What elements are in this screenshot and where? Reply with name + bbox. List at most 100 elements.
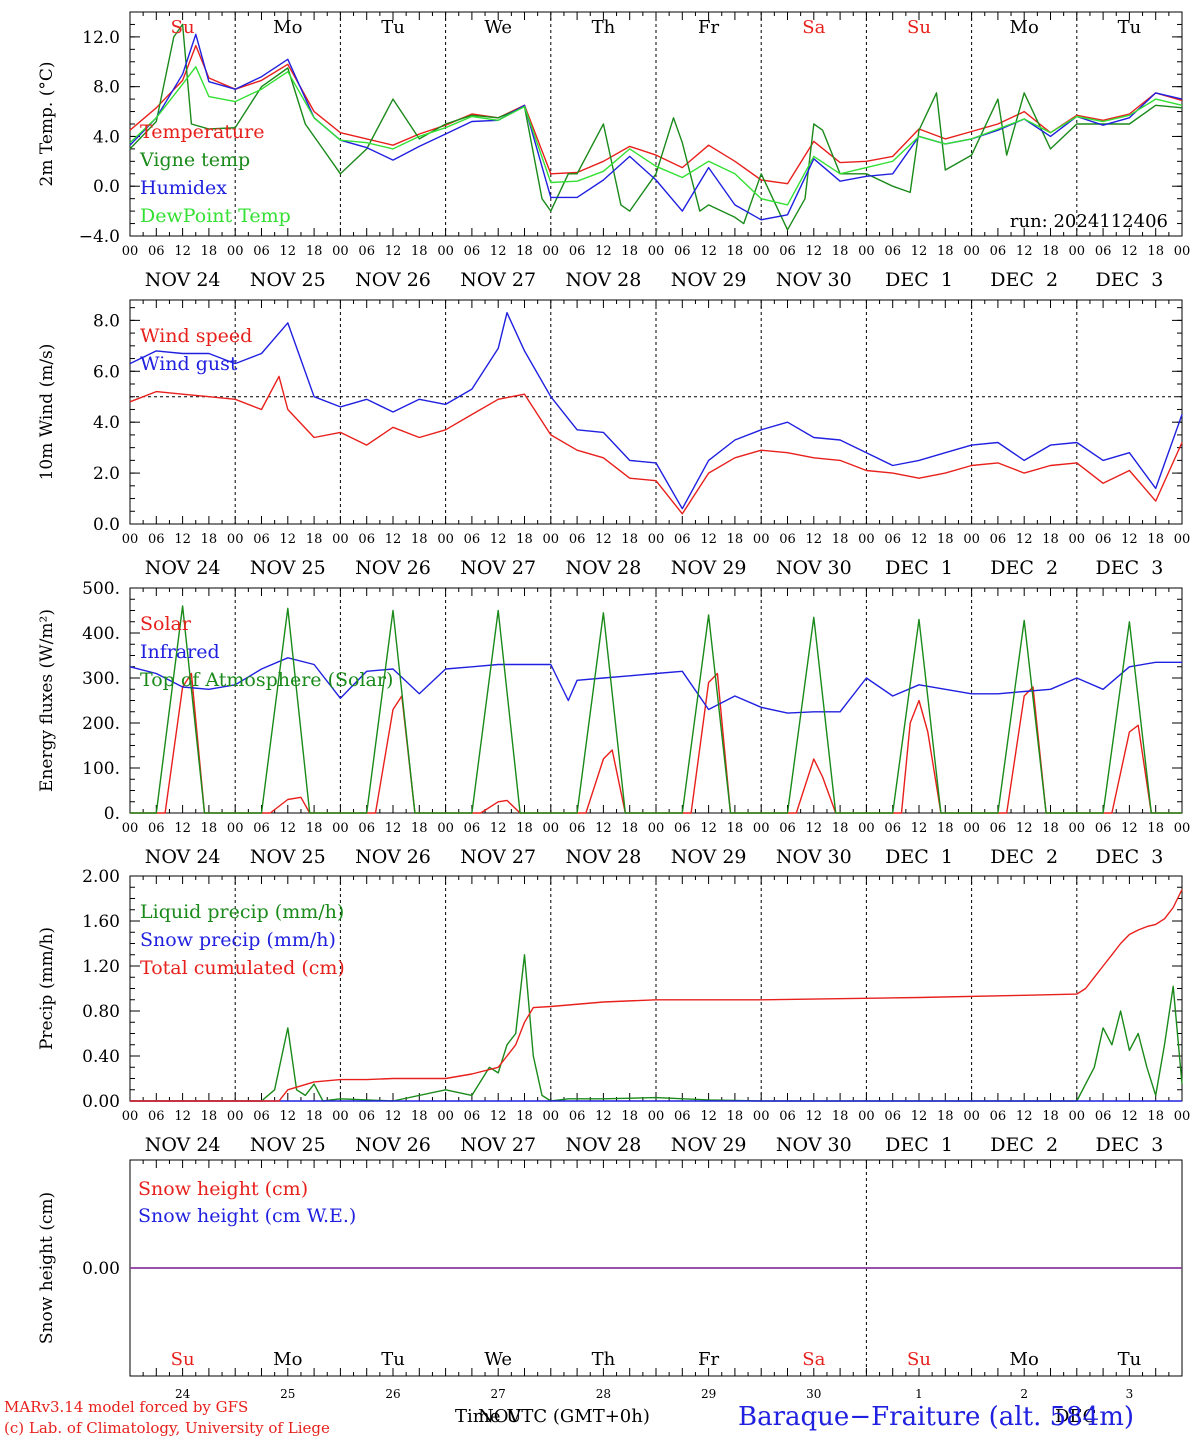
hour-tick-label: 00 [227,1109,244,1124]
date-label: NOV 24 [145,269,221,291]
y-tick-label: 1.20 [82,957,120,977]
hour-tick-label: 06 [1095,821,1112,836]
hour-tick-label: 12 [806,1109,823,1124]
hour-tick-label: 00 [1174,821,1191,836]
weekday-label: Su [171,17,195,38]
hour-tick-label: 06 [990,244,1007,259]
hour-tick-label: 18 [621,532,638,547]
day-number-label: 26 [385,1387,400,1401]
month-label-dec: DEC [1055,1406,1097,1427]
hour-tick-label: 12 [700,244,717,259]
hour-tick-label: 06 [148,244,165,259]
date-label: NOV 28 [565,846,641,868]
legend-entry: Snow height (cm) [138,1178,308,1200]
hour-tick-label: 06 [569,821,586,836]
hour-tick-label: 18 [937,821,954,836]
hour-tick-label: 18 [621,821,638,836]
date-label: NOV 29 [671,846,747,868]
hour-tick-label: 12 [490,532,507,547]
hour-tick-label: 06 [1095,244,1112,259]
legend-entry: Wind speed [140,325,252,347]
date-label: NOV 27 [460,1134,536,1156]
hour-tick-label: 18 [201,821,218,836]
hour-tick-label: 18 [516,1109,533,1124]
hour-tick-label: 00 [648,244,665,259]
hour-tick-label: 18 [201,1109,218,1124]
hour-tick-label: 12 [700,821,717,836]
hour-tick-label: 00 [753,244,770,259]
hour-tick-label: 06 [253,244,270,259]
hour-tick-label: 18 [1147,244,1164,259]
hour-tick-label: 18 [1042,1109,1059,1124]
hour-tick-label: 00 [227,532,244,547]
hour-tick-label: 12 [385,821,402,836]
y-tick-label: 0.40 [82,1047,120,1067]
date-label: DEC 1 [885,557,953,579]
series-line [130,605,1182,814]
hour-tick-label: 06 [674,244,691,259]
hour-tick-label: 12 [490,821,507,836]
weekday-label: Mo [1010,1349,1039,1370]
series-line [129,657,1182,714]
date-label: NOV 29 [671,269,747,291]
legend-entry: Total cumulated (cm) [140,957,345,979]
date-label: NOV 24 [145,557,221,579]
hour-tick-label: 12 [280,532,297,547]
day-number-label: 25 [280,1387,295,1401]
hour-tick-label: 18 [1042,244,1059,259]
y-tick-label: 300. [82,669,120,689]
hour-tick-label: 06 [884,532,901,547]
day-number-label: 3 [1126,1387,1134,1401]
legend-entry: Infrared [140,641,220,663]
hour-tick-label: 06 [358,532,375,547]
legend-entry: Snow height (cm W.E.) [138,1205,356,1227]
date-label: DEC 2 [990,557,1058,579]
hour-tick-label: 06 [148,821,165,836]
hour-tick-label: 18 [937,532,954,547]
hour-tick-label: 00 [1069,821,1086,836]
hour-tick-label: 12 [806,244,823,259]
legend-entry: Solar [140,613,192,635]
hour-tick-label: 00 [437,532,454,547]
y-tick-label: 400. [82,624,120,644]
hour-tick-label: 00 [858,532,875,547]
weekday-label: Sa [802,1349,825,1370]
series-line [129,44,1183,185]
y-tick-label: 12.0 [82,28,120,48]
time-axis-label: Time UTC (GMT+0h) [455,1406,650,1427]
hour-tick-label: 18 [832,532,849,547]
hour-tick-label: 00 [543,821,560,836]
legend-entry: Liquid precip (mm/h) [140,901,344,923]
hour-tick-label: 00 [1174,244,1191,259]
series-line [129,66,1183,206]
hour-tick-label: 00 [122,821,139,836]
hour-tick-label: 12 [595,244,612,259]
hour-tick-label: 00 [437,244,454,259]
hour-tick-label: 06 [358,244,375,259]
hour-tick-label: 18 [306,821,323,836]
hour-tick-label: 12 [1121,532,1138,547]
legend-entry: DewPoint Temp [140,205,291,227]
hour-tick-label: 00 [858,821,875,836]
hour-tick-label: 00 [122,244,139,259]
hour-tick-label: 18 [1042,821,1059,836]
hour-tick-label: 12 [700,532,717,547]
hour-tick-label: 06 [884,244,901,259]
weekday-label: Fr [698,17,719,38]
series-line [130,954,1183,1102]
date-label: NOV 24 [145,846,221,868]
hour-tick-label: 00 [963,532,980,547]
panel-frame [129,299,1183,525]
hour-tick-label: 06 [884,821,901,836]
hour-tick-label: 06 [358,1109,375,1124]
day-number-label: 2 [1020,1387,1028,1401]
hour-tick-label: 12 [490,244,507,259]
weekday-label: Th [592,17,616,38]
legend-entry: Top of Atmosphere (Solar) [140,669,393,691]
date-label: DEC 3 [1095,1134,1163,1156]
hour-tick-label: 06 [464,532,481,547]
y-axis-title: 2m Temp. (°C) [37,61,57,186]
hour-tick-label: 12 [911,244,928,259]
hour-tick-label: 18 [727,532,744,547]
